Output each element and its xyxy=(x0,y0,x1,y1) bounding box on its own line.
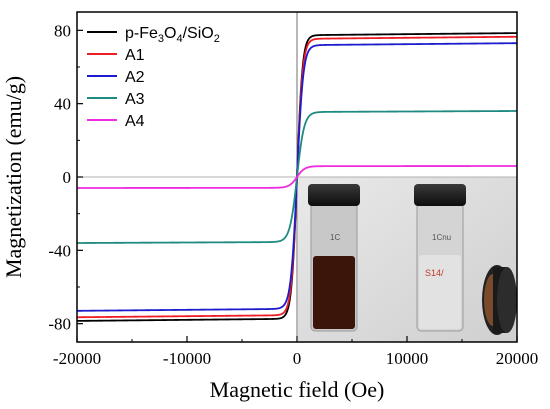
dispersed-sample xyxy=(313,256,355,329)
hysteresis-curves xyxy=(77,32,517,322)
y-tick-label: -40 xyxy=(48,241,71,260)
legend-label: A3 xyxy=(125,91,145,108)
y-tick-label: -80 xyxy=(48,315,71,334)
legend-label: p-Fe3O4/SiO2 xyxy=(125,25,220,45)
x-tick-label: 20000 xyxy=(496,349,539,368)
x-axis-title: Magnetic field (Oe) xyxy=(210,377,385,402)
magnet xyxy=(482,265,517,335)
inset-photo: 1C 1Cnu S14/ xyxy=(298,177,517,342)
legend-label: A4 xyxy=(125,113,145,130)
y-tick-label: 40 xyxy=(54,95,71,114)
y-tick-label: 0 xyxy=(63,168,72,187)
vial-label-left: 1C xyxy=(330,233,340,242)
vial-cap-right xyxy=(414,184,466,206)
x-tick-label: -20000 xyxy=(53,349,101,368)
y-axis-title: Magnetization (emu/g) xyxy=(1,76,26,278)
vial-label-red: S14/ xyxy=(425,268,444,278)
x-tick-label: -10000 xyxy=(163,349,211,368)
legend-label: A1 xyxy=(125,47,145,64)
vial-cap-left xyxy=(308,184,360,206)
axis-ticks: -20000 -10000 0 10000 20000 -80 -40 0 40 80 xyxy=(48,21,538,368)
vial-right: 1Cnu S14/ xyxy=(414,184,466,332)
x-tick-label: 0 xyxy=(293,349,302,368)
series-line-a4 xyxy=(77,165,517,189)
vial-left: 1C xyxy=(308,184,360,332)
x-tick-label: 10000 xyxy=(386,349,429,368)
y-tick-label: 80 xyxy=(54,21,71,40)
legend: p-Fe3O4/SiO2 A1 A2 A3 A4 xyxy=(87,25,220,130)
legend-label: A2 xyxy=(125,69,145,86)
separated-sample xyxy=(419,255,461,329)
vial-label-right: 1Cnu xyxy=(432,233,451,242)
